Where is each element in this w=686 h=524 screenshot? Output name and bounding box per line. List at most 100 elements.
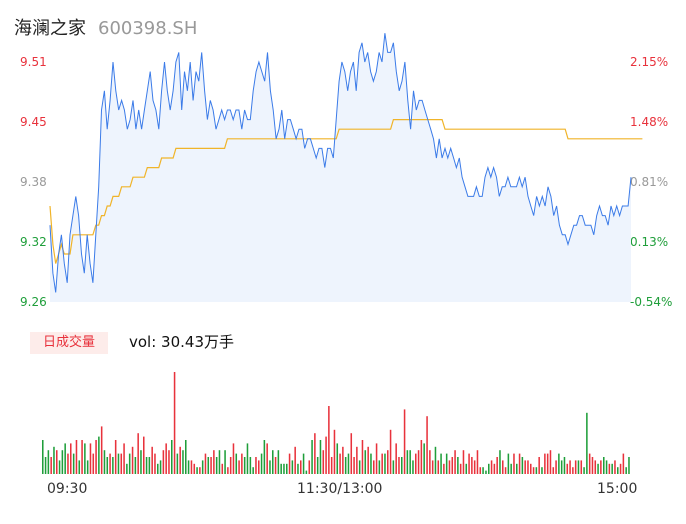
volume-bar xyxy=(258,460,260,474)
volume-bar xyxy=(134,457,137,474)
volume-bar xyxy=(109,453,111,474)
volume-bar xyxy=(530,463,532,474)
x-tick-label: 15:00 xyxy=(597,481,638,497)
volume-bar xyxy=(504,467,507,474)
volume-bar xyxy=(423,443,425,474)
volume-bar xyxy=(277,450,280,474)
volume-bar xyxy=(597,463,599,474)
volume-bar xyxy=(544,453,546,474)
volume-bar xyxy=(600,460,602,474)
volume-bar xyxy=(381,453,383,474)
volume-bar xyxy=(490,460,493,474)
volume-bar xyxy=(367,446,369,474)
volume-bar xyxy=(350,433,353,474)
volume-bar xyxy=(387,450,389,474)
volume-bar xyxy=(375,443,378,474)
volume-bar xyxy=(473,460,476,474)
volume-bar xyxy=(558,453,560,474)
volume-bar xyxy=(316,457,319,474)
volume-bar xyxy=(588,453,591,474)
volume-bar xyxy=(61,450,64,474)
volume-bar xyxy=(70,443,72,474)
volume-bar xyxy=(569,460,571,474)
volume-bar xyxy=(471,457,473,474)
volume-bar xyxy=(535,467,538,474)
volume-bar xyxy=(344,457,347,474)
volume-bar xyxy=(555,460,557,474)
volume-bar xyxy=(196,467,198,474)
volume-bar xyxy=(527,460,529,474)
volume-bar xyxy=(56,450,58,474)
volume-bar xyxy=(207,457,210,474)
volume-bar xyxy=(100,426,103,474)
volume-bar xyxy=(286,463,288,474)
volume-bar xyxy=(182,450,184,474)
volume-bar xyxy=(398,457,400,474)
x-tick-label: 11:30/13:00 xyxy=(297,481,383,497)
volume-bar xyxy=(434,446,437,474)
volume-bar xyxy=(325,436,327,474)
volume-bar xyxy=(479,467,482,474)
volume-bar xyxy=(92,453,95,474)
percent-tick-label: 2.15% xyxy=(630,55,669,69)
volume-bar xyxy=(137,433,139,474)
volume-bar xyxy=(274,457,277,474)
volume-bar xyxy=(131,446,134,474)
volume-bar xyxy=(241,453,243,474)
volume-bar xyxy=(168,450,170,474)
volume-bar xyxy=(159,460,162,474)
volume-bar xyxy=(143,436,145,474)
x-tick-label: 09:30 xyxy=(47,481,88,497)
volume-bar xyxy=(546,453,549,474)
percent-tick-label: -0.54% xyxy=(630,295,673,309)
volume-bar xyxy=(126,463,128,474)
volume-bar xyxy=(294,446,296,474)
volume-bar xyxy=(549,450,552,474)
volume-bar xyxy=(269,460,271,474)
volume-bar xyxy=(98,436,100,474)
volume-bar xyxy=(215,457,218,474)
volume-bar xyxy=(361,440,364,474)
volume-bar xyxy=(319,440,322,474)
volume-bar xyxy=(255,457,257,474)
volume-bar xyxy=(586,412,588,474)
volume-bar xyxy=(266,443,268,474)
volume-bar xyxy=(81,440,83,474)
volume-bar xyxy=(140,450,142,474)
volume-bar xyxy=(552,467,555,474)
volume-bar xyxy=(580,460,583,474)
price-tick-label: 9.26 xyxy=(20,295,47,309)
volume-bar xyxy=(176,453,179,474)
volume-bar xyxy=(187,460,190,474)
volume-bar xyxy=(373,460,375,474)
volume-bar xyxy=(47,450,50,474)
volume-bar xyxy=(532,467,535,474)
volume-bar xyxy=(173,372,176,474)
volume-bar xyxy=(560,460,563,474)
volume-bar xyxy=(162,450,165,474)
volume-bar xyxy=(417,450,420,474)
volume-bar xyxy=(288,453,291,474)
volume-bar xyxy=(154,453,156,474)
volume-bar xyxy=(221,463,224,474)
volume-bar xyxy=(58,460,61,474)
volume-bar xyxy=(333,429,336,474)
volume-bar xyxy=(403,409,406,474)
volume-bar xyxy=(280,463,282,474)
volume-bar xyxy=(260,453,263,474)
stock-title: 海澜之家 600398.SH xyxy=(14,14,197,40)
volume-bar xyxy=(628,457,630,474)
volume-bar xyxy=(314,433,316,474)
percent-tick-label: 1.48% xyxy=(630,115,669,129)
volume-bar xyxy=(364,450,367,474)
volume-bar xyxy=(574,460,577,474)
volume-bar xyxy=(305,470,308,474)
volume-bar xyxy=(342,446,344,474)
volume-bar xyxy=(353,457,355,474)
volume-bar xyxy=(224,450,226,474)
volume-bar xyxy=(608,463,611,474)
volume-bar xyxy=(218,450,221,474)
volume-bar xyxy=(151,446,153,474)
volume-bar xyxy=(516,463,518,474)
volume-bar xyxy=(476,450,479,474)
